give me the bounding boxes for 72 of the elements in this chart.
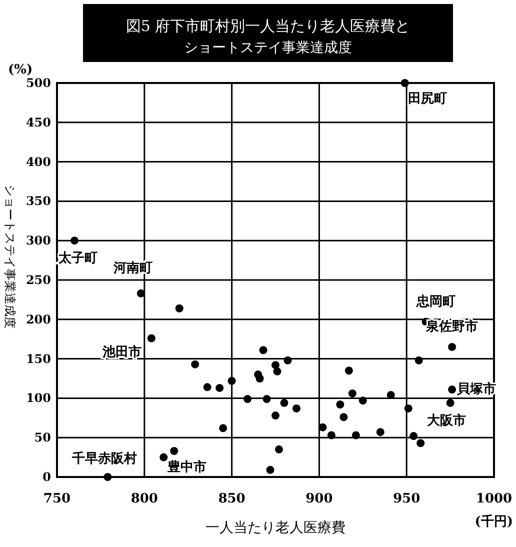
point — [448, 386, 456, 394]
annotation: 大阪市 — [426, 412, 466, 428]
point — [318, 423, 327, 432]
point — [191, 360, 200, 368]
annotation: 忠岡町 — [415, 293, 456, 310]
annotation: 千早赤阪村 — [71, 450, 138, 466]
point — [175, 304, 184, 312]
point — [147, 334, 156, 342]
annotation: 太子町 — [57, 251, 98, 266]
y-tick-label: 300 — [26, 234, 51, 248]
x-tick-label: 800 — [130, 492, 158, 506]
point — [280, 398, 288, 407]
y-tick-label: 200 — [26, 312, 51, 326]
point — [400, 79, 409, 87]
y-tick-label: 50 — [34, 430, 51, 445]
point — [272, 412, 280, 420]
point — [256, 374, 264, 382]
point — [448, 342, 456, 351]
point — [219, 424, 228, 432]
point — [136, 289, 145, 298]
point — [348, 389, 356, 398]
point — [284, 356, 292, 364]
y-tick-label: 0 — [42, 470, 51, 484]
y-tick-label: 250 — [26, 273, 51, 287]
point — [244, 394, 252, 403]
chart-title: 図5 府下市町村別一人当たり老人医療費と — [126, 17, 410, 35]
point — [410, 432, 418, 440]
point — [416, 439, 425, 448]
annotation: 泉佐野市 — [425, 318, 478, 334]
point — [274, 445, 283, 454]
point — [404, 404, 412, 412]
point — [376, 428, 384, 436]
chart-subtitle: ショートステイ事業達成度 — [184, 40, 352, 56]
point — [352, 431, 360, 440]
x-tick-label: 950 — [393, 492, 420, 506]
point — [358, 396, 367, 405]
annotation: 田尻町 — [408, 92, 447, 106]
point — [292, 404, 300, 412]
point — [446, 398, 454, 407]
point — [266, 466, 274, 474]
text: (千円) — [474, 514, 513, 530]
point — [272, 361, 280, 370]
x-tick-label: 750 — [43, 492, 71, 506]
y-tick-label: 400 — [26, 154, 51, 169]
x-tick-label: 1000 — [476, 492, 512, 506]
point — [273, 367, 282, 376]
point — [327, 431, 336, 440]
text: (%) — [8, 62, 33, 78]
y-tick-label: 100 — [26, 391, 51, 406]
annotation: 豊中市 — [166, 458, 207, 475]
y-axis-title: ショートステイ事業達成度 — [3, 184, 17, 328]
y-tick-label: 450 — [26, 115, 51, 130]
point — [216, 384, 224, 392]
point — [228, 376, 236, 385]
x-tick-label: 900 — [306, 492, 333, 506]
point — [104, 473, 112, 481]
point — [344, 366, 353, 375]
y-tick-label: 350 — [26, 194, 51, 208]
point — [160, 453, 168, 462]
x-axis-title: 一人当たり老人医療費 — [206, 520, 346, 536]
point — [340, 413, 348, 422]
point — [414, 356, 423, 364]
point — [336, 400, 344, 409]
point — [262, 394, 271, 403]
point — [259, 346, 268, 354]
point — [203, 383, 212, 392]
y-tick-label: 500 — [26, 76, 51, 90]
point — [70, 236, 78, 245]
y-tick-label: 150 — [26, 352, 51, 366]
point — [170, 446, 178, 455]
annotation: 池田市 — [101, 344, 142, 360]
x-tick-label: 850 — [218, 492, 246, 506]
